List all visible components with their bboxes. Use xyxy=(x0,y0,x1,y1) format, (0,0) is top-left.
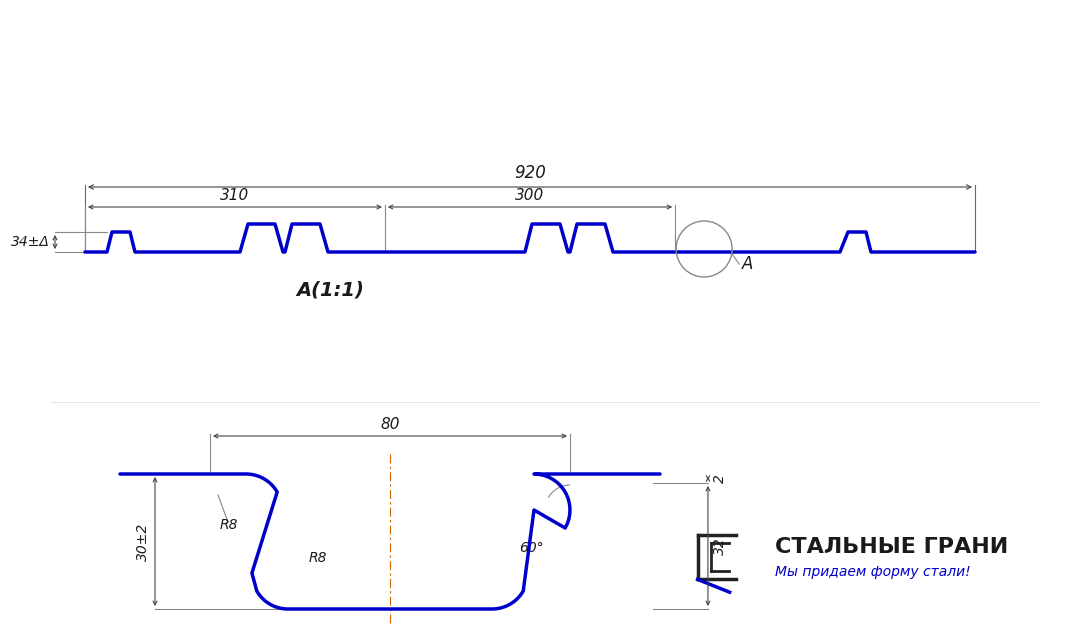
Text: Мы придаем форму стали!: Мы придаем форму стали! xyxy=(775,565,971,579)
Text: 920: 920 xyxy=(514,164,546,182)
Text: 310: 310 xyxy=(221,188,250,203)
Text: A(1:1): A(1:1) xyxy=(296,280,364,299)
Text: R8: R8 xyxy=(309,551,327,565)
Text: 60°: 60° xyxy=(519,541,543,555)
Text: A: A xyxy=(742,255,753,273)
Text: 34±Δ: 34±Δ xyxy=(11,235,49,249)
Text: 80: 80 xyxy=(380,417,400,432)
Text: 30±2: 30±2 xyxy=(136,523,150,560)
Text: 2: 2 xyxy=(713,474,727,483)
Text: R8: R8 xyxy=(220,518,239,532)
Text: СТАЛЬНЫЕ ГРАНИ: СТАЛЬНЫЕ ГРАНИ xyxy=(775,537,1008,557)
Text: 300: 300 xyxy=(515,188,544,203)
Text: 32: 32 xyxy=(713,537,727,555)
